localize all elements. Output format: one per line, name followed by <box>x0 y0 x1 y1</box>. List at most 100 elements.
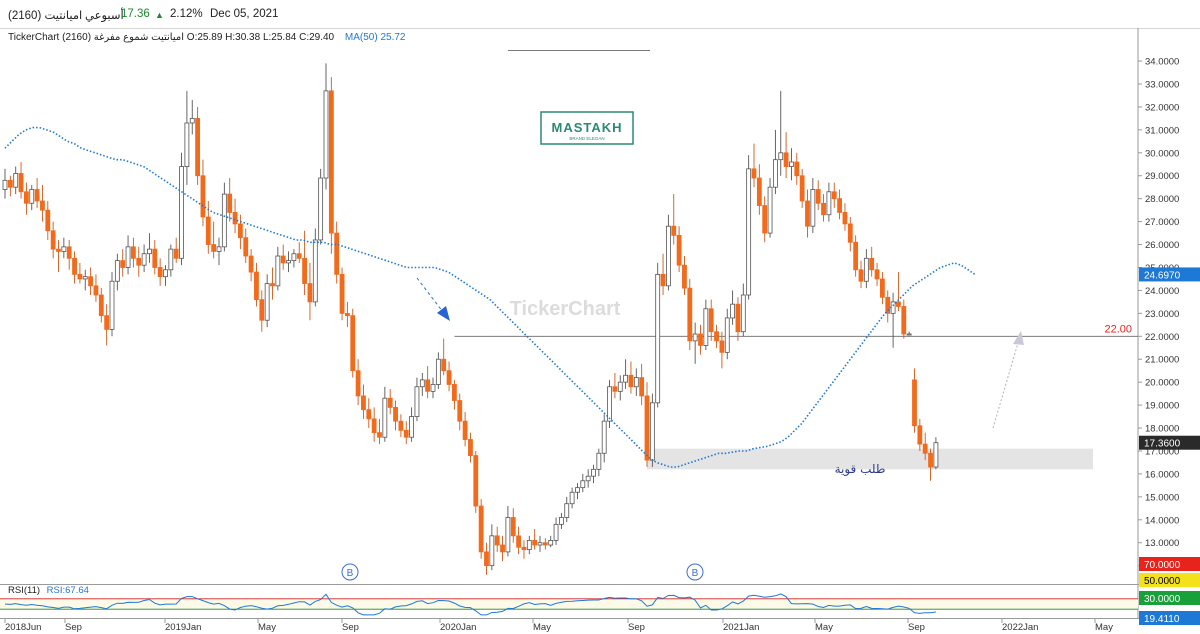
change-percent: 2.12% <box>170 8 203 20</box>
candle-body <box>248 255 254 273</box>
arrow-shaft-2 <box>992 342 1019 429</box>
y-tick-label: 20.0000 <box>1145 378 1179 389</box>
candle-body <box>526 540 532 550</box>
candle-body <box>414 386 420 417</box>
x-tick-label: May <box>533 622 551 633</box>
candle-body <box>114 260 120 282</box>
candle-body <box>29 189 35 204</box>
candle-body <box>221 193 227 248</box>
candle-body <box>328 90 334 234</box>
candle-body <box>896 301 901 307</box>
candle-body <box>478 505 484 553</box>
candle-body <box>692 333 698 342</box>
x-tick-label: 2021Jan <box>723 622 759 633</box>
candle-body <box>435 358 441 385</box>
symbol-name[interactable]: اميانتيت (2160) <box>8 10 83 22</box>
candle-body <box>147 248 152 255</box>
candle-body <box>344 312 350 317</box>
y-tick-label: 21.0000 <box>1145 355 1179 366</box>
candle-body <box>906 333 912 336</box>
candle-body <box>789 161 794 167</box>
candle-body <box>307 283 313 303</box>
buy-marker-label: B <box>347 568 354 579</box>
buy-marker-icon <box>686 563 704 581</box>
candle-body <box>361 395 366 411</box>
candle-body <box>863 257 869 282</box>
candle-body <box>826 191 832 216</box>
ma-value-tag <box>1139 267 1200 282</box>
rsi-level-tag <box>1139 591 1200 605</box>
ma-info: MA(50) 25.72 <box>344 32 406 43</box>
x-tick-label: 2022Jan <box>1002 622 1038 633</box>
x-tick-label: May <box>815 622 833 633</box>
candle-body <box>751 168 757 179</box>
y-tick-label: 23.0000 <box>1145 309 1179 320</box>
candle-body <box>810 189 816 227</box>
x-tick-label: Sep <box>342 622 359 633</box>
candle-body <box>334 232 340 275</box>
y-tick-label: 30.0000 <box>1145 148 1179 159</box>
logo-text: MASTAKH <box>551 120 622 135</box>
candle-body <box>216 246 222 252</box>
candle-body <box>762 205 768 234</box>
candle-body <box>516 535 521 548</box>
candle-body <box>393 406 398 422</box>
candle-body <box>136 257 142 266</box>
candle-body <box>205 216 211 245</box>
candle-body <box>746 168 752 296</box>
candle-body <box>676 234 682 266</box>
candle-body <box>730 303 735 319</box>
candle-body <box>842 212 848 225</box>
candle-body <box>104 315 110 330</box>
logo-box <box>540 111 634 145</box>
period-label[interactable]: أسبوعي <box>85 10 124 22</box>
watermark-text: TickerChart <box>510 298 621 320</box>
arrow-shaft-1 <box>416 277 444 313</box>
candle-body <box>254 271 259 300</box>
y-tick-label: 18.0000 <box>1145 424 1179 435</box>
candle-body <box>666 225 671 287</box>
candle-body <box>280 255 286 264</box>
arrow-head-icon <box>437 306 450 321</box>
candle-body <box>660 273 666 287</box>
candle-body <box>72 257 77 275</box>
candle-body <box>510 517 516 537</box>
x-tick-label: May <box>258 622 276 633</box>
candle-body <box>596 452 602 470</box>
candle-body <box>93 285 99 296</box>
logo-subtext: BRAND ELEGAN <box>569 136 604 141</box>
candle-body <box>366 409 372 420</box>
rsi-level-label: 30.0000 <box>1144 594 1181 605</box>
candle-body <box>195 117 201 177</box>
candle-body <box>714 331 719 342</box>
candle-body <box>682 264 687 289</box>
candle-body <box>767 186 773 234</box>
candle-body <box>655 273 661 404</box>
rsi-level-label: 70.0000 <box>1144 560 1181 571</box>
y-tick-label: 14.0000 <box>1145 515 1179 526</box>
candle-body <box>77 273 83 280</box>
candle-body <box>141 253 147 266</box>
last-price-label: 17.3600 <box>1144 439 1181 450</box>
candle-body <box>869 257 875 271</box>
candle-body <box>13 173 19 188</box>
candle-body <box>173 248 179 259</box>
last-price-tag <box>1139 435 1200 450</box>
candle-body <box>484 551 489 567</box>
buy-marker-icon <box>341 563 359 581</box>
candle-body <box>612 386 618 392</box>
candle-body <box>687 287 693 342</box>
candle-body <box>740 294 746 333</box>
candle-body <box>537 542 543 546</box>
candle-body <box>623 374 628 383</box>
target-arrow-icon <box>1013 331 1024 345</box>
candle-body <box>446 370 452 385</box>
candle-body <box>564 503 570 518</box>
candle-body <box>880 278 885 298</box>
candle-body <box>302 257 308 284</box>
candle-body <box>912 379 917 427</box>
date-label: Dec 05, 2021 <box>210 8 279 20</box>
candle-body <box>398 420 404 431</box>
candle-body <box>371 418 377 434</box>
